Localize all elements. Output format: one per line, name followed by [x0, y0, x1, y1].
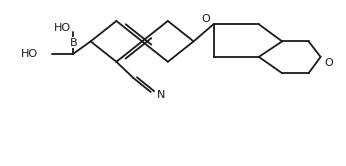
Text: N: N [157, 90, 165, 100]
Text: B: B [70, 38, 77, 47]
Text: HO: HO [21, 49, 38, 59]
Text: HO: HO [54, 23, 71, 33]
Text: O: O [201, 13, 210, 24]
Text: O: O [324, 58, 333, 68]
